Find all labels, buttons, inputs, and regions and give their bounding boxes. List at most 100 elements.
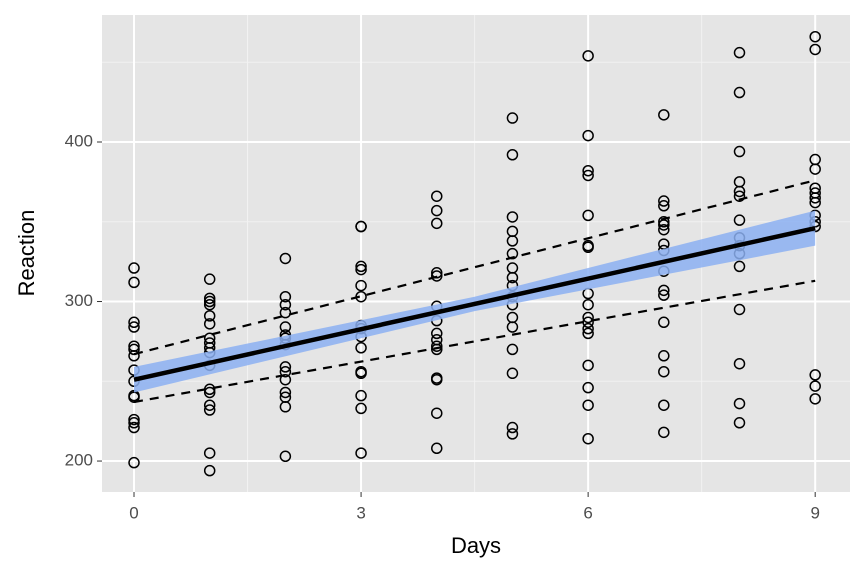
point xyxy=(355,263,367,276)
point xyxy=(733,357,746,370)
y-tick-label: 400 xyxy=(65,131,93,150)
point xyxy=(128,316,140,329)
point xyxy=(355,367,367,380)
confidence-ribbon xyxy=(134,210,816,393)
point xyxy=(128,321,140,333)
point xyxy=(733,260,746,273)
point xyxy=(355,260,367,273)
point xyxy=(582,327,594,340)
point xyxy=(582,169,594,182)
point xyxy=(506,235,519,247)
point xyxy=(506,343,519,356)
point xyxy=(582,298,594,311)
point xyxy=(431,373,443,386)
point xyxy=(658,223,670,236)
point xyxy=(506,211,519,223)
point xyxy=(809,163,821,175)
point xyxy=(279,306,292,319)
point xyxy=(128,421,140,434)
point xyxy=(733,417,746,429)
point xyxy=(355,342,367,354)
point xyxy=(809,192,821,204)
point xyxy=(658,284,670,297)
point xyxy=(582,381,594,394)
point xyxy=(582,399,594,411)
point xyxy=(733,86,746,99)
point xyxy=(279,361,292,373)
point xyxy=(733,145,746,158)
point xyxy=(506,428,519,440)
point xyxy=(431,270,443,282)
point xyxy=(809,369,821,381)
point xyxy=(203,447,216,459)
point xyxy=(506,421,519,434)
point xyxy=(203,298,216,311)
point xyxy=(128,343,140,356)
point xyxy=(582,50,594,62)
point xyxy=(658,200,670,212)
prediction-band xyxy=(133,279,816,404)
point xyxy=(733,214,746,226)
point xyxy=(809,30,821,43)
point xyxy=(658,365,670,378)
point xyxy=(733,397,746,410)
point xyxy=(733,190,746,202)
point xyxy=(203,310,216,322)
y-tick-label: 200 xyxy=(65,451,93,470)
point xyxy=(809,393,821,405)
point xyxy=(355,402,367,415)
x-tick-label: 0 xyxy=(129,503,138,522)
point xyxy=(431,407,443,419)
point xyxy=(658,350,670,362)
point xyxy=(431,442,443,455)
point xyxy=(203,386,216,399)
point xyxy=(431,190,443,202)
point xyxy=(809,380,821,392)
point xyxy=(203,273,216,285)
fit-line xyxy=(133,225,816,382)
point xyxy=(203,295,216,308)
point xyxy=(355,447,367,459)
point xyxy=(128,262,140,274)
point xyxy=(506,271,519,284)
point xyxy=(279,321,292,333)
point xyxy=(582,432,594,445)
point xyxy=(279,450,292,463)
point xyxy=(279,252,292,265)
point xyxy=(431,343,443,356)
point xyxy=(733,185,746,198)
point xyxy=(355,389,367,402)
point xyxy=(128,413,140,426)
point xyxy=(506,112,519,124)
y-tick-label: 300 xyxy=(65,291,93,310)
point xyxy=(355,279,367,292)
point xyxy=(582,164,594,177)
point xyxy=(506,367,519,380)
point xyxy=(506,321,519,333)
point xyxy=(506,148,519,161)
point xyxy=(582,129,594,142)
x-axis-title: Days xyxy=(451,533,501,558)
point xyxy=(128,456,140,469)
point xyxy=(658,109,670,121)
point xyxy=(658,426,670,439)
point xyxy=(733,303,746,316)
point xyxy=(279,365,292,378)
point xyxy=(582,359,594,372)
point xyxy=(431,327,443,340)
point xyxy=(203,464,216,477)
point xyxy=(658,399,670,411)
point xyxy=(582,209,594,222)
point xyxy=(279,401,292,413)
point xyxy=(582,322,594,335)
point xyxy=(809,196,821,209)
point xyxy=(203,292,216,305)
point xyxy=(279,373,292,386)
point xyxy=(658,195,670,207)
point xyxy=(809,43,821,56)
point xyxy=(128,350,140,362)
point xyxy=(658,289,670,301)
point xyxy=(582,311,594,324)
